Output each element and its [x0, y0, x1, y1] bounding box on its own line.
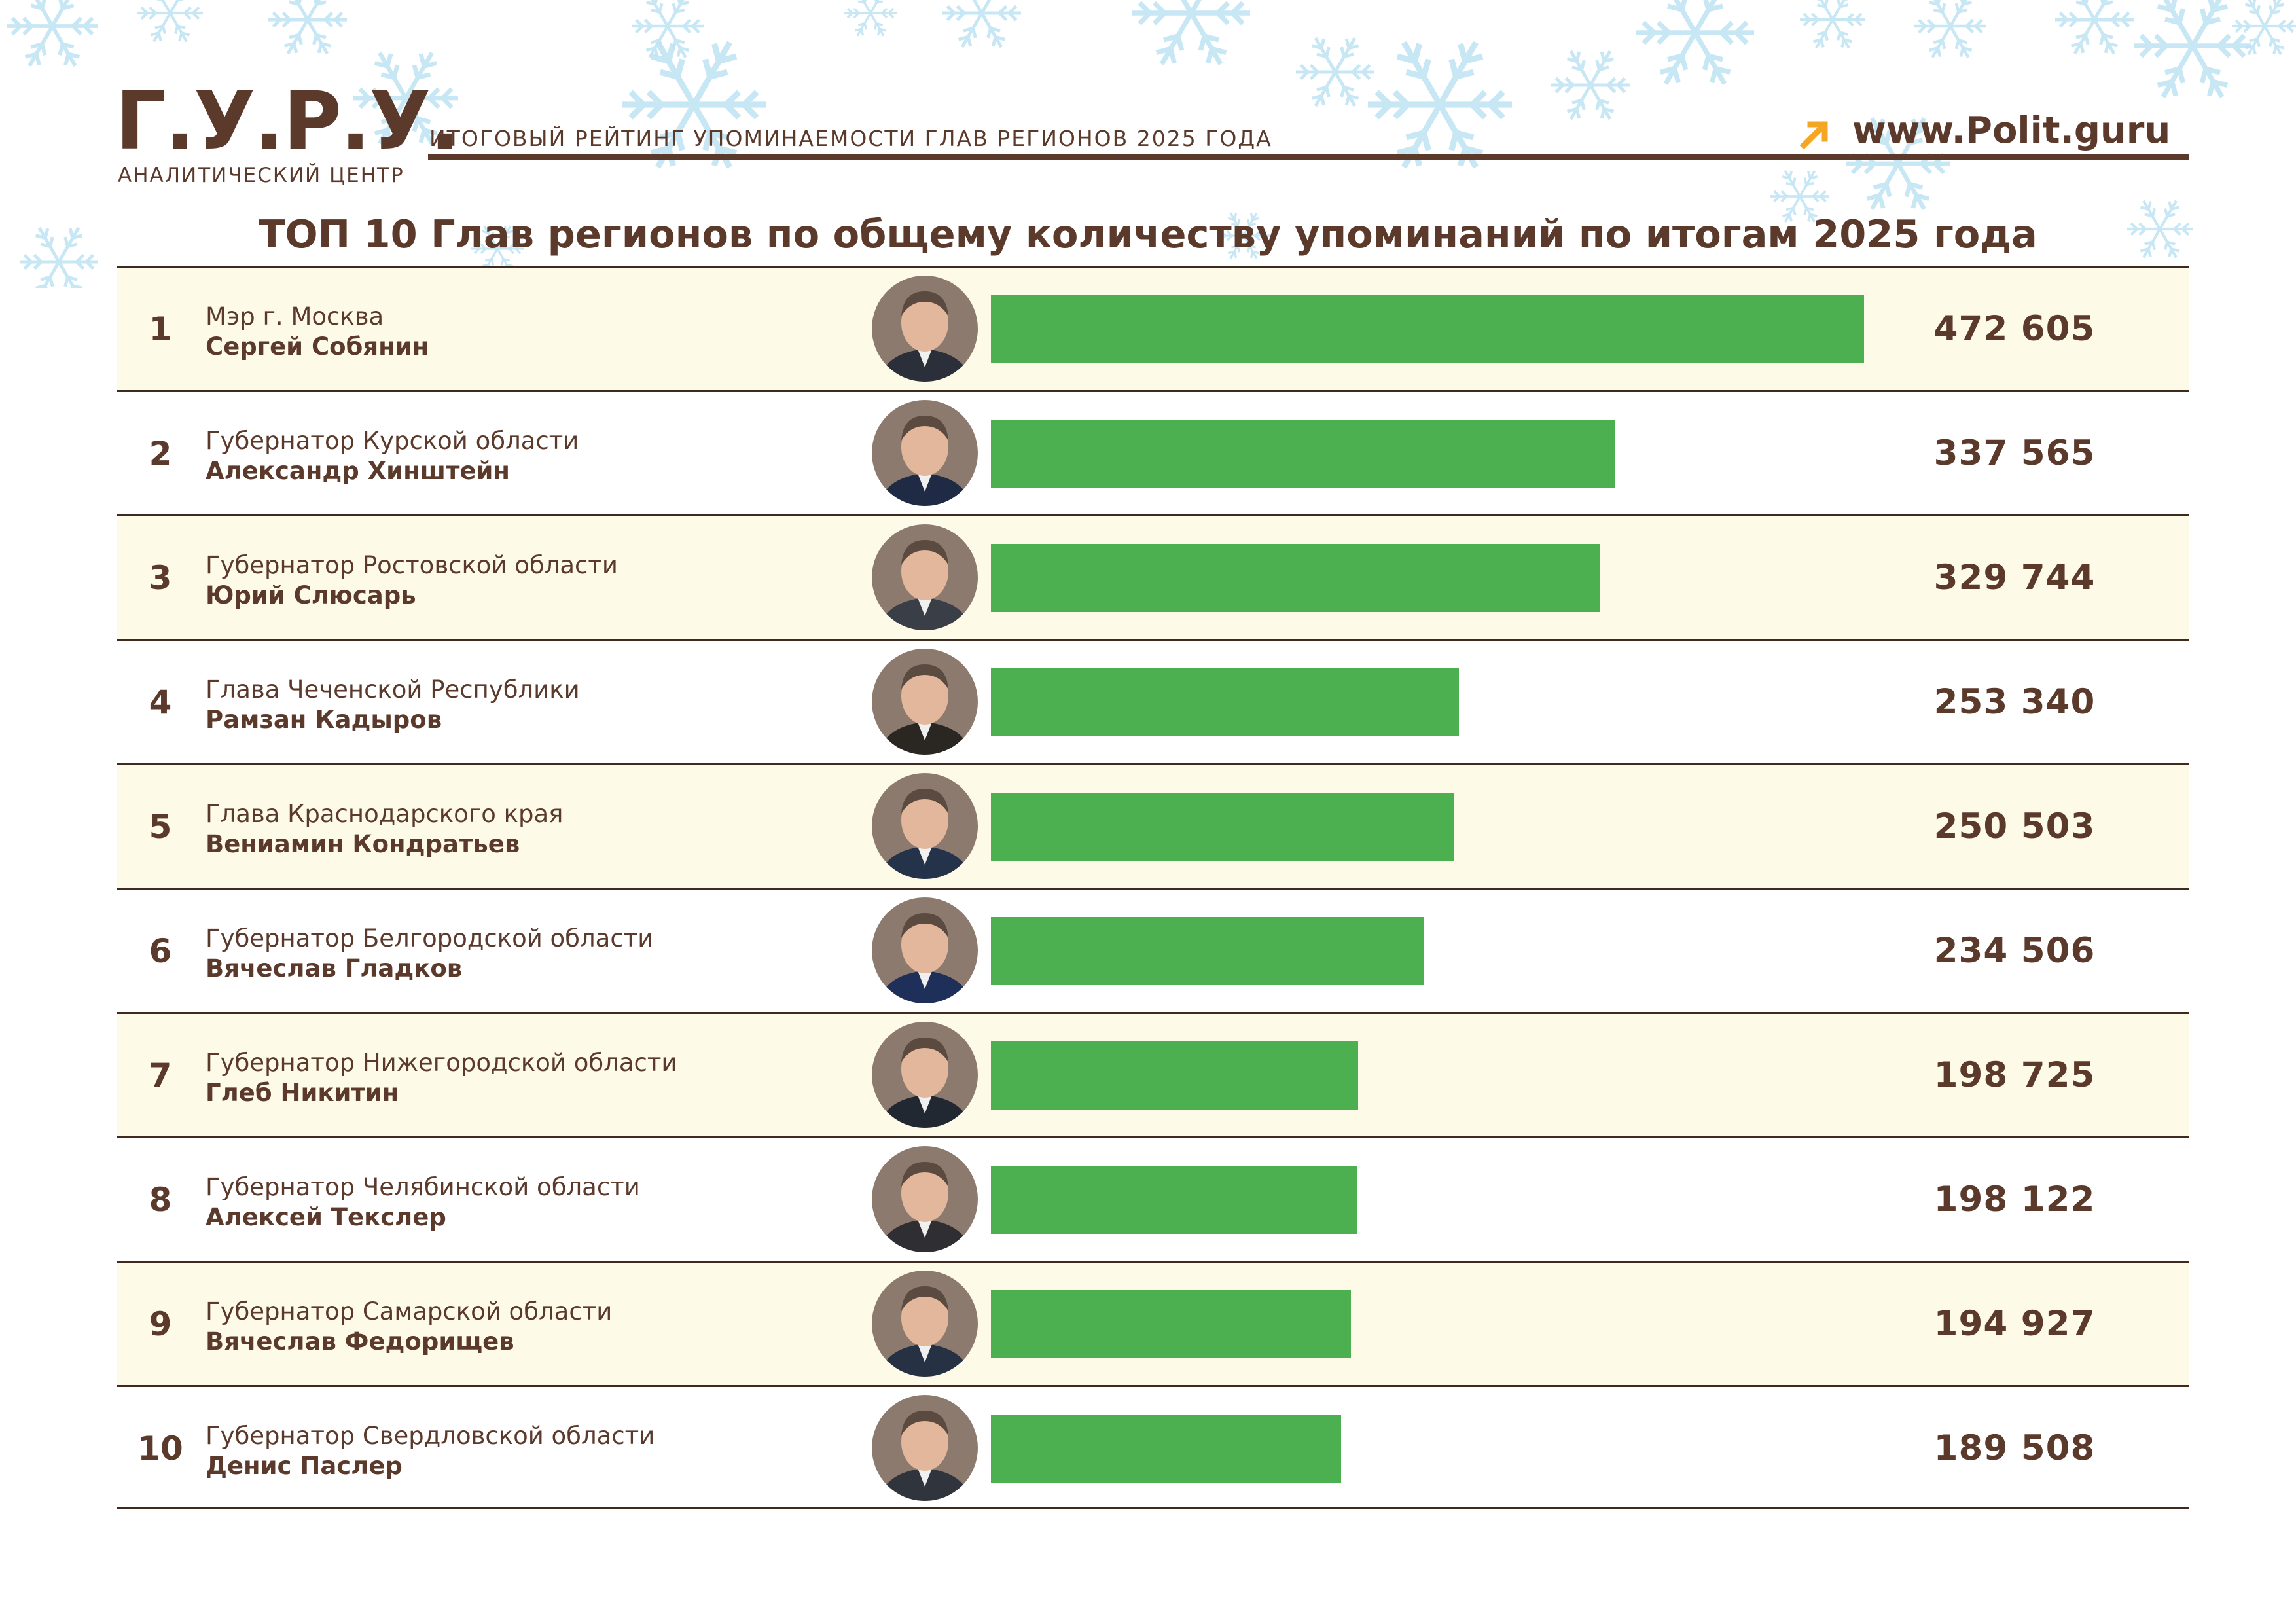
position-label: Глава Краснодарского края: [206, 800, 564, 828]
table-row: 1 Мэр г. Москва Сергей Собянин 472 605: [117, 266, 2189, 390]
avatar: [872, 1146, 978, 1252]
name-label: Александр Хинштейн: [206, 457, 510, 485]
name-label: Денис Паслер: [206, 1452, 403, 1480]
person-info: Глава Чеченской Республики Рамзан Кадыров: [206, 675, 906, 735]
avatar: [872, 1271, 978, 1377]
table-row: 4 Глава Чеченской Республики Рамзан Кадыро…: [117, 639, 2189, 763]
value-bar: [991, 793, 1454, 861]
rank-label: 10: [137, 1429, 183, 1468]
person-info: Губернатор Челябинской области Алексей Те…: [206, 1172, 906, 1233]
ranking-table: 1 Мэр г. Москва Сергей Собянин 472 605 2 Губе…: [117, 266, 2189, 1509]
value-label: 234 506: [1933, 931, 2096, 971]
avatar: [872, 1022, 978, 1128]
position-label: Губернатор Нижегородской области: [206, 1049, 677, 1077]
rank-label: 3: [149, 558, 172, 597]
table-row: 5 Глава Краснодарского края Вениамин Кондр…: [117, 763, 2189, 888]
value-bar: [991, 420, 1615, 488]
table-row: 3 Губернатор Ростовской области Юрий Слюса…: [117, 514, 2189, 639]
rank-label: 5: [149, 807, 172, 846]
table-row: 9 Губернатор Самарской области Вячеслав Фе…: [117, 1261, 2189, 1385]
position-label: Губернатор Курской области: [206, 427, 579, 455]
value-bar: [991, 295, 1864, 363]
snowflake-decoration: [7, 0, 2296, 288]
value-label: 198 122: [1933, 1180, 2096, 1219]
name-label: Юрий Слюсарь: [206, 581, 416, 609]
value-label: 250 503: [1933, 806, 2096, 846]
person-info: Мэр г. Москва Сергей Собянин: [206, 302, 906, 362]
value-label: 194 927: [1933, 1304, 2096, 1344]
table-row: 7 Губернатор Нижегородской области Глеб Ни…: [117, 1012, 2189, 1136]
person-info: Глава Краснодарского края Вениамин Кондра…: [206, 799, 906, 859]
rank-label: 9: [149, 1305, 172, 1343]
rank-label: 2: [149, 434, 172, 473]
value-bar: [991, 668, 1459, 736]
name-label: Глеб Никитин: [206, 1079, 399, 1107]
value-bar: [991, 1041, 1358, 1110]
person-info: Губернатор Курской области Александр Хинш…: [206, 426, 906, 486]
arrow-up-right-icon: [1799, 121, 1828, 149]
rank-label: 4: [149, 683, 172, 721]
avatar: [872, 649, 978, 755]
position-label: Губернатор Белгородской области: [206, 924, 654, 952]
position-label: Губернатор Свердловской области: [206, 1422, 655, 1450]
name-label: Сергей Собянин: [206, 333, 429, 361]
report-tagline: ИТОГОВЫЙ РЕЙТИНГ УПОМИНАЕМОСТИ ГЛАВ РЕГИ…: [429, 126, 1272, 151]
rank-label: 1: [149, 310, 172, 348]
person-info: Губернатор Нижегородской области Глеб Ник…: [206, 1048, 906, 1108]
value-label: 253 340: [1933, 682, 2096, 722]
rank-label: 6: [149, 931, 172, 970]
name-label: Вячеслав Гладков: [206, 954, 463, 983]
logo-subtitle: АНАЛИТИЧЕСКИЙ ЦЕНТР: [118, 164, 404, 187]
name-label: Вячеслав Федорищев: [206, 1327, 514, 1356]
value-label: 189 508: [1933, 1428, 2096, 1468]
rank-label: 8: [149, 1180, 172, 1219]
website-text: www.Polit.guru: [1852, 109, 2171, 152]
person-info: Губернатор Самарской области Вячеслав Фед…: [206, 1297, 906, 1357]
position-label: Глава Чеченской Республики: [206, 676, 580, 704]
table-row: 8 Губернатор Челябинской области Алексей Т…: [117, 1136, 2189, 1261]
website-link[interactable]: www.Polit.guru: [1799, 109, 2171, 152]
value-label: 337 565: [1933, 433, 2096, 473]
position-label: Губернатор Челябинской области: [206, 1173, 640, 1201]
value-label: 472 605: [1933, 309, 2096, 349]
rank-label: 7: [149, 1056, 172, 1094]
person-info: Губернатор Белгородской области Вячеслав …: [206, 924, 906, 984]
name-label: Вениамин Кондратьев: [206, 830, 520, 858]
logo: Г.У.Р.У.: [115, 75, 460, 168]
table-row: 10 Губернатор Свердловской области Денис П…: [117, 1385, 2189, 1509]
avatar: [872, 524, 978, 630]
header-divider: [428, 154, 2189, 160]
avatar: [872, 400, 978, 506]
value-label: 198 725: [1933, 1055, 2096, 1095]
value-bar: [991, 1166, 1357, 1234]
value-label: 329 744: [1933, 558, 2096, 598]
header: Г.У.Р.У. АНАЛИТИЧЕСКИЙ ЦЕНТР ИТОГОВЫЙ РЕ…: [0, 0, 2296, 196]
avatar: [872, 1395, 978, 1501]
person-info: Губернатор Ростовской области Юрий Слюсар…: [206, 550, 906, 611]
name-label: Рамзан Кадыров: [206, 706, 442, 734]
table-row: 6 Губернатор Белгородской области Вячеслав…: [117, 888, 2189, 1012]
position-label: Губернатор Самарской области: [206, 1297, 613, 1326]
table-row: 2 Губернатор Курской области Александр Хин…: [117, 390, 2189, 514]
position-label: Губернатор Ростовской области: [206, 551, 618, 579]
name-label: Алексей Текслер: [206, 1203, 446, 1231]
avatar: [872, 276, 978, 382]
value-bar: [991, 1290, 1351, 1358]
value-bar: [991, 917, 1424, 985]
position-label: Мэр г. Москва: [206, 302, 384, 331]
person-info: Губернатор Свердловской области Денис Пас…: [206, 1421, 906, 1481]
chart-title: ТОП 10 Глав регионов по общему количеств…: [259, 211, 2037, 257]
value-bar: [991, 1415, 1341, 1483]
avatar: [872, 773, 978, 879]
value-bar: [991, 544, 1600, 612]
avatar: [872, 897, 978, 1003]
